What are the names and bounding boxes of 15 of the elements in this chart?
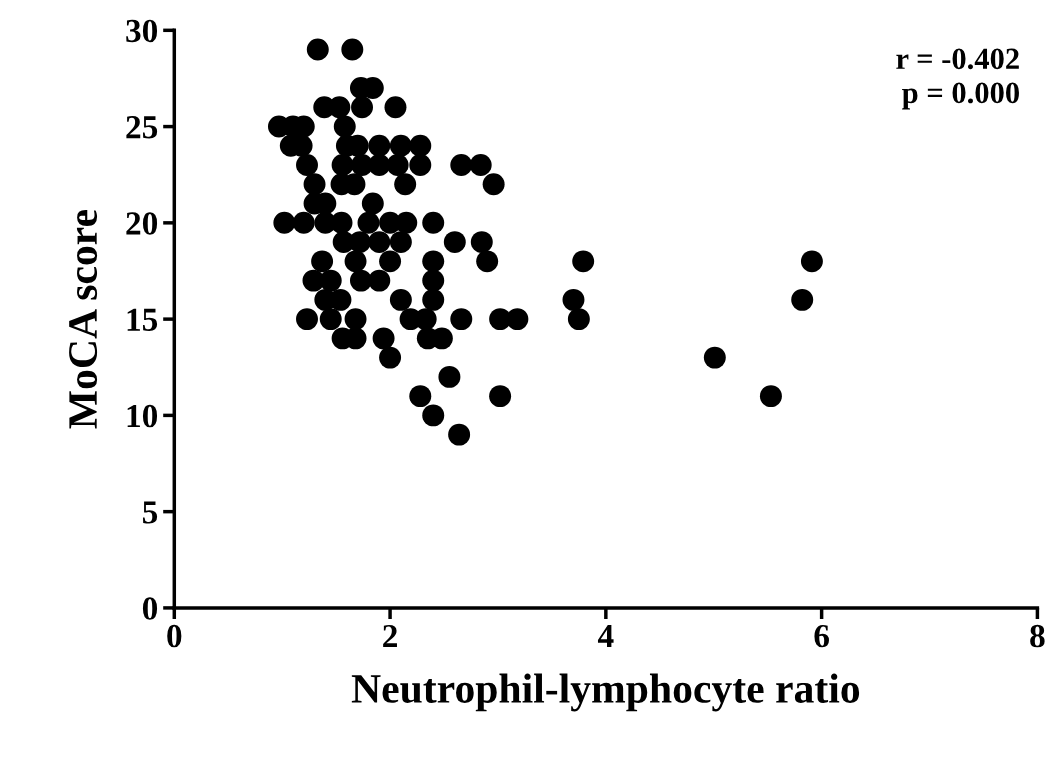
y-tick-label: 0 [142,597,158,620]
y-tick-label: 15 [127,308,158,332]
y-tick-label: 30 [126,19,158,43]
y-tick-label: 5 [142,501,158,524]
annotation: r = -0.402 p = 0.000 [896,48,1019,110]
x-tick-label: 2 [383,624,397,648]
y-axis-title: MoCA score [69,210,98,429]
x-tick-label: 4 [597,625,614,648]
y-tick-label: 10 [127,404,158,428]
x-tick-label: 0 [167,624,182,648]
x-axis-title: Neutrophil-lymphocyte ratio [351,673,860,712]
y-tick-label: 20 [126,212,158,235]
x-tick-label: 8 [1030,624,1045,648]
x-tick-label: 6 [814,624,829,648]
y-tick-label: 25 [126,116,158,139]
